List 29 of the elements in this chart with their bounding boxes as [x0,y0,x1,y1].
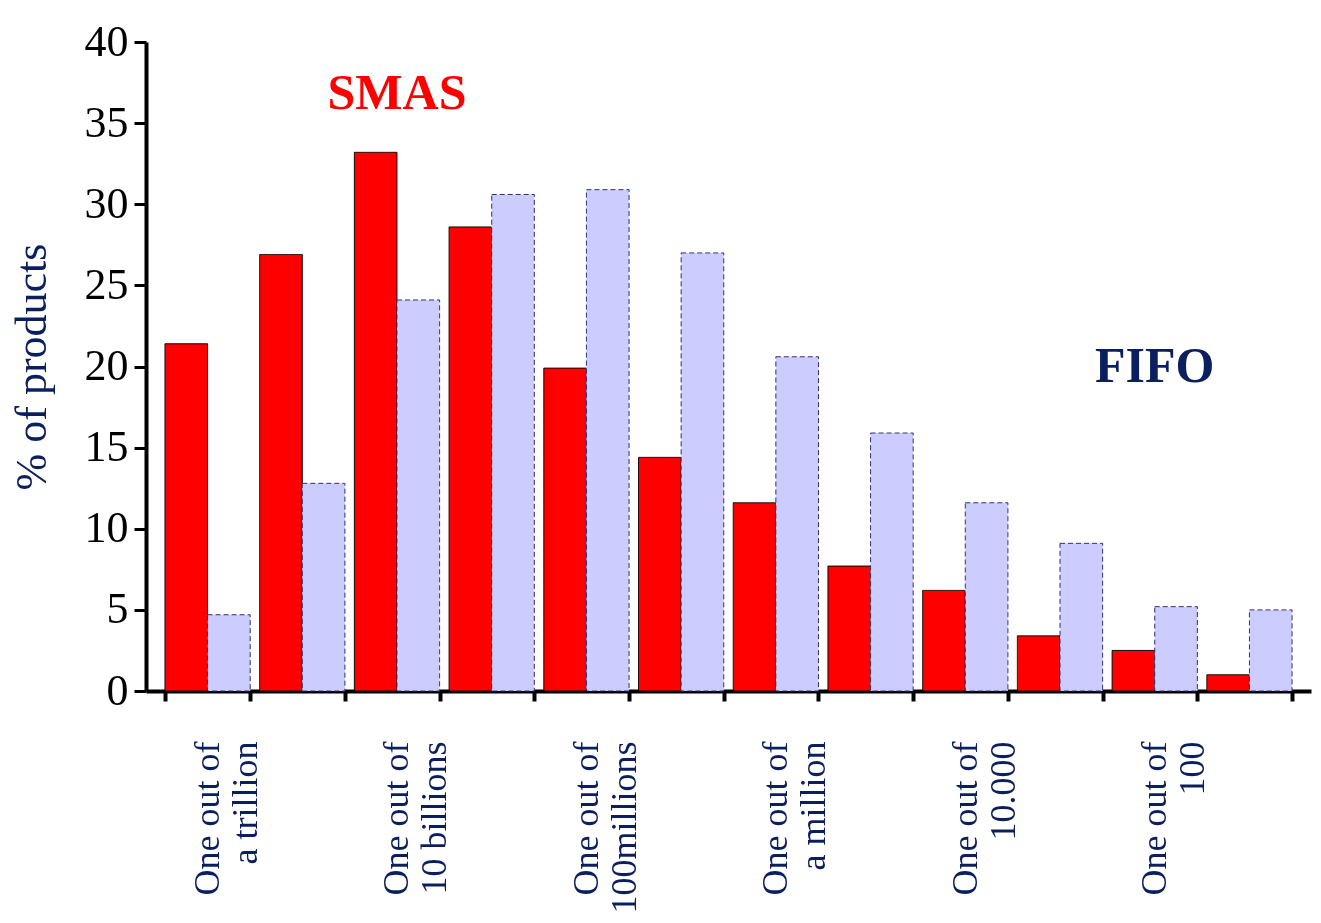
bar [301,482,346,692]
bar [585,189,630,692]
y-tick-label: 25 [84,259,129,309]
bar [680,252,725,692]
y-tick-label: 40 [84,16,129,66]
bar [1248,609,1293,692]
y-tick-label: 20 [84,341,129,390]
y-axis-title: % of products [6,243,56,491]
y-tick-label: 10 [84,503,129,553]
x-tick-label: One out of a trillion [187,741,266,896]
bar [1059,542,1104,692]
y-tick-label: 5 [106,584,129,634]
x-tick-label: One out of a million [755,741,834,896]
y-tick-label: 30 [84,178,129,228]
bar [870,432,914,692]
x-tick-label: One out of 100millions [565,741,644,914]
series-label: SMAS [327,63,467,120]
bar [775,356,819,692]
y-tick-label: 35 [84,97,129,147]
bar [396,299,441,692]
bar [1154,606,1198,692]
bar [207,614,251,692]
bar [964,502,1009,692]
bar [491,194,535,692]
x-tick-label: One out of 10.000 [944,741,1023,896]
text: FIFO [1095,336,1215,393]
y-tick-label: 15 [84,422,129,472]
x-tick-label: One out of 100 [1134,741,1213,896]
y-tick-label: 0 [106,665,129,715]
